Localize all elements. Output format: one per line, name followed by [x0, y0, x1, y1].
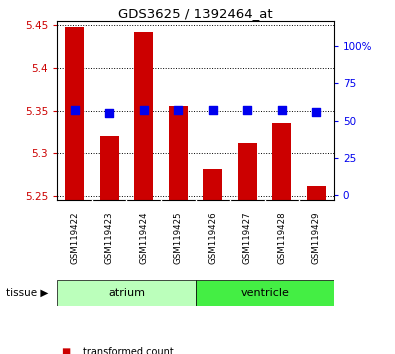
- Point: [279, 107, 285, 113]
- Point: [313, 109, 320, 114]
- Bar: [203, 169, 222, 200]
- Bar: [100, 136, 118, 200]
- Point: [210, 107, 216, 113]
- Text: ventricle: ventricle: [240, 288, 289, 298]
- Text: GSM119422: GSM119422: [70, 212, 79, 264]
- Text: transformed count: transformed count: [83, 347, 174, 354]
- Point: [175, 107, 181, 113]
- Bar: [238, 143, 257, 200]
- Text: ■: ■: [61, 347, 70, 354]
- Text: atrium: atrium: [108, 288, 145, 298]
- Text: tissue ▶: tissue ▶: [6, 288, 48, 298]
- Bar: [65, 27, 84, 200]
- Point: [71, 107, 78, 113]
- Text: GSM119429: GSM119429: [312, 212, 321, 264]
- Bar: [307, 185, 326, 200]
- Point: [141, 107, 147, 113]
- Point: [106, 110, 112, 116]
- Text: GSM119428: GSM119428: [277, 212, 286, 264]
- Text: GSM119427: GSM119427: [243, 212, 252, 264]
- Bar: [134, 32, 153, 200]
- Text: GSM119426: GSM119426: [208, 212, 217, 264]
- Text: GSM119424: GSM119424: [139, 212, 148, 264]
- Point: [244, 107, 250, 113]
- Text: GSM119423: GSM119423: [105, 212, 114, 264]
- Title: GDS3625 / 1392464_at: GDS3625 / 1392464_at: [118, 7, 273, 20]
- Bar: [273, 124, 292, 200]
- Bar: [57, 280, 196, 306]
- Text: GSM119425: GSM119425: [174, 212, 183, 264]
- Bar: [196, 280, 334, 306]
- Bar: [169, 106, 188, 200]
